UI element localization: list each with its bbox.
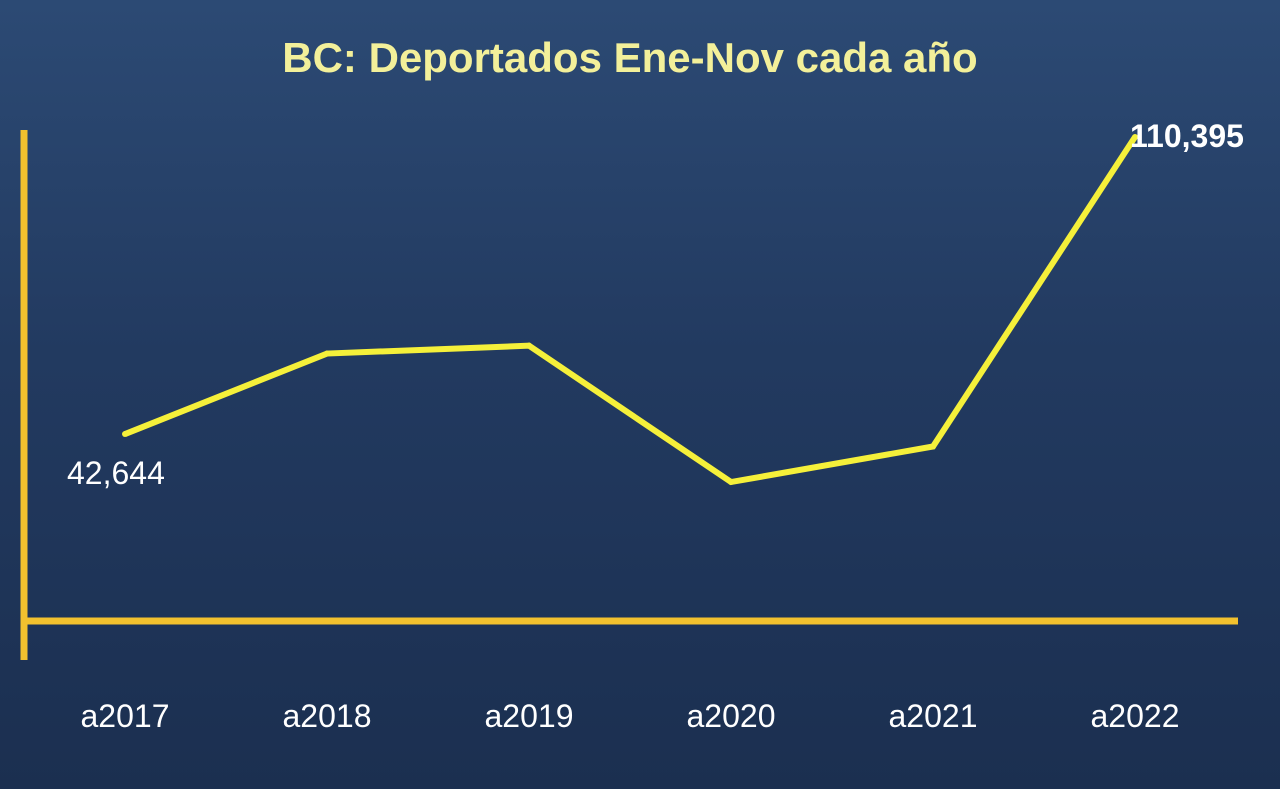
data-labels: 42,644 110,395 — [67, 118, 1244, 491]
data-point-a2018 — [324, 350, 330, 357]
data-point-a2021 — [930, 443, 936, 450]
x-tick-labels: a2017 a2018 a2019 a2020 a2021 a2022 — [81, 698, 1180, 734]
x-tick-a2020: a2020 — [687, 698, 776, 734]
data-point-a2020 — [728, 479, 734, 486]
data-point-a2017 — [122, 431, 128, 438]
x-tick-a2019: a2019 — [485, 698, 574, 734]
x-tick-a2022: a2022 — [1091, 698, 1180, 734]
data-point-a2022 — [1132, 134, 1138, 140]
data-label-a2017: 42,644 — [67, 455, 165, 491]
series-group — [122, 134, 1138, 486]
data-point-a2019 — [526, 342, 532, 349]
x-tick-a2017: a2017 — [81, 698, 170, 734]
chart-title: BC: Deportados Ene-Nov cada año — [282, 34, 977, 81]
series-line — [123, 135, 1138, 486]
data-label-a2022: 110,395 — [1130, 118, 1244, 154]
x-tick-a2018: a2018 — [283, 698, 372, 734]
x-tick-a2021: a2021 — [889, 698, 978, 734]
